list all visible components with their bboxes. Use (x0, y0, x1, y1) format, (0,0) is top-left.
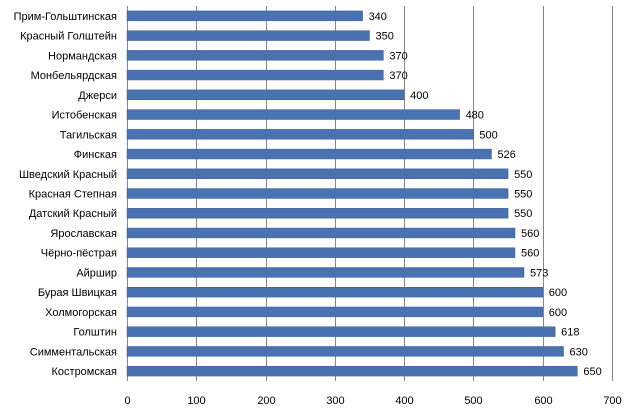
x-tick-label: 600 (534, 395, 552, 407)
bar (126, 227, 516, 239)
value-label: 560 (521, 228, 539, 240)
category-label: Истобенская (52, 110, 117, 122)
bar (126, 188, 509, 199)
x-tick-label: 700 (603, 395, 621, 407)
value-label: 400 (410, 90, 428, 102)
value-label: 340 (369, 11, 387, 23)
value-label: 600 (549, 307, 567, 319)
category-label: Айршир (76, 267, 117, 279)
bar (126, 129, 474, 140)
x-axis-ticks: 0 100 200 300 400 500 600 700 (124, 395, 621, 407)
category-label: Чёрно-пёстрая (41, 248, 117, 260)
bar (126, 168, 509, 179)
value-label: 370 (389, 50, 407, 62)
bar (126, 287, 543, 298)
bar (126, 109, 460, 120)
x-tick-label: 300 (326, 395, 344, 407)
bar (126, 69, 384, 81)
value-label: 526 (497, 149, 515, 161)
category-label: Шведский Красный (19, 169, 117, 181)
category-label: Голштин (73, 327, 117, 339)
value-label: 370 (389, 70, 407, 82)
bar (126, 89, 405, 100)
value-label: 600 (549, 287, 567, 299)
bar (126, 50, 384, 61)
bar (126, 346, 564, 357)
value-label: 550 (514, 189, 532, 201)
category-label: Ярославская (50, 228, 117, 240)
category-label: Красная Степная (29, 189, 117, 201)
category-labels: Прим-Гольштинская Красный Голштейн Норманд… (14, 11, 117, 378)
value-label: 350 (376, 31, 394, 43)
x-tick-label: 200 (257, 395, 275, 407)
value-label: 560 (521, 248, 539, 260)
category-label: Датский Красный (29, 208, 117, 220)
x-tick-label: 500 (464, 395, 482, 407)
category-label: Нормандская (48, 50, 117, 62)
bar (126, 247, 516, 258)
value-label: 480 (466, 110, 484, 122)
category-label: Холмогорская (45, 307, 117, 319)
category-label: Тагильская (60, 129, 117, 141)
bar (126, 326, 556, 337)
category-label: Прим-Гольштинская (14, 11, 117, 23)
value-label: 618 (561, 327, 579, 339)
category-label: Бурая Швицкая (38, 287, 117, 299)
x-tick-label: 0 (124, 395, 130, 407)
bars-group (126, 10, 578, 377)
bar (126, 306, 543, 318)
x-tick-label: 100 (187, 395, 205, 407)
value-label: 573 (530, 267, 548, 279)
bar (126, 267, 525, 278)
value-label: 630 (570, 346, 588, 358)
value-labels: 3403503703704004805005265505505505605605… (369, 11, 602, 378)
category-label: Монбельярдская (31, 70, 117, 82)
category-label: Костромская (52, 366, 118, 378)
bar (126, 148, 492, 160)
bar (126, 365, 578, 377)
category-label: Джерси (78, 90, 117, 102)
bar (126, 10, 363, 22)
value-label: 550 (514, 208, 532, 220)
bar (126, 208, 509, 219)
value-label: 650 (583, 366, 601, 378)
value-label: 550 (514, 169, 532, 181)
category-label: Финская (74, 149, 117, 161)
value-label: 500 (479, 129, 497, 141)
x-tick-label: 400 (395, 395, 413, 407)
category-label: Красный Голштейн (20, 31, 117, 43)
category-label: Симментальская (30, 346, 117, 358)
bar (126, 30, 370, 41)
